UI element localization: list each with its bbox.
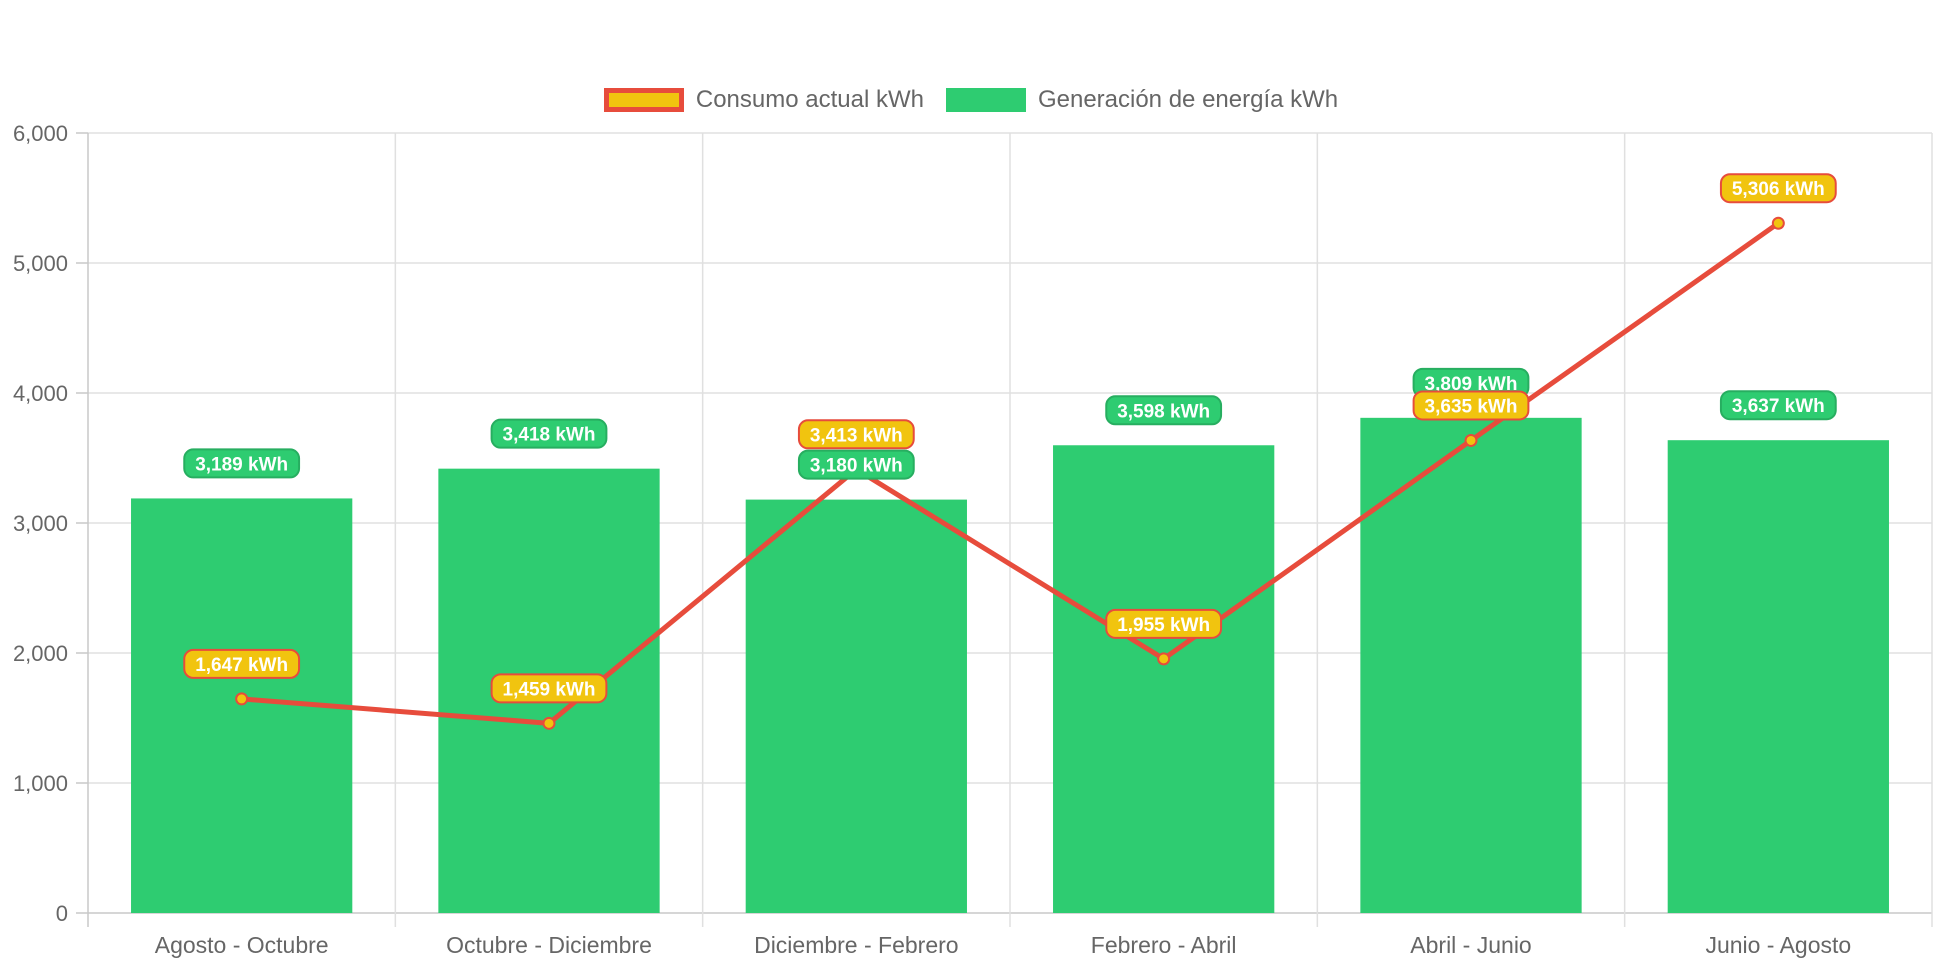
data-label-generacion: 3,637 kWh: [1732, 396, 1825, 417]
x-tick-label: Agosto - Octubre: [155, 932, 329, 958]
data-label-consumo: 1,647 kWh: [195, 655, 288, 676]
y-tick-label: 5,000: [13, 251, 68, 276]
data-label-generacion-bg: [183, 448, 301, 479]
point-consumo: [235, 692, 249, 706]
legend-swatch-consumo: [603, 88, 684, 112]
x-tick-label: Octubre - Diciembre: [446, 932, 652, 958]
data-label-consumo-bg: [490, 673, 608, 704]
bar-generacion: [1667, 440, 1889, 913]
x-tick-label: Febrero - Abril: [1091, 932, 1237, 958]
legend-label-consumo: Consumo actual kWh: [695, 86, 924, 113]
bar-generacion: [1053, 445, 1275, 913]
data-label-consumo: 1,459 kWh: [503, 679, 596, 700]
data-label-consumo: 5,306 kWh: [1732, 179, 1825, 200]
point-consumo: [1771, 216, 1785, 230]
y-tick-label: 4,000: [13, 381, 68, 406]
x-tick-label: Abril - Junio: [1410, 932, 1531, 958]
bar-generacion: [1360, 417, 1582, 913]
data-label-consumo-bg: [1105, 608, 1223, 639]
x-tick-label: Diciembre - Febrero: [754, 932, 959, 958]
data-label-generacion-bg: [797, 449, 915, 480]
point-consumo: [542, 716, 556, 730]
data-label-generacion-bg: [1105, 395, 1223, 426]
point-consumo: [1464, 433, 1478, 447]
data-label-generacion-bg: [490, 418, 608, 449]
data-label-generacion: 3,180 kWh: [810, 456, 903, 477]
data-label-generacion: 3,809 kWh: [1425, 374, 1518, 395]
data-label-consumo-bg: [183, 648, 301, 679]
point-consumo: [1157, 652, 1171, 666]
legend-label-generacion: Generación de energía kWh: [1037, 86, 1339, 113]
y-tick-label: 2,000: [13, 641, 68, 666]
chart-legend: Consumo actual kWh Generación de energía…: [0, 84, 1942, 116]
data-label-consumo: 3,413 kWh: [810, 425, 903, 446]
data-label-consumo-bg: [1412, 390, 1530, 421]
data-label-generacion: 3,598 kWh: [1117, 401, 1210, 422]
y-tick-label: 6,000: [13, 121, 68, 146]
x-tick-label: Junio - Agosto: [1705, 932, 1851, 958]
legend-item-generacion[interactable]: Generación de energía kWh: [945, 86, 1339, 114]
data-label-generacion: 3,418 kWh: [503, 425, 596, 446]
y-tick-label: 3,000: [13, 511, 68, 536]
data-label-consumo-bg: [797, 419, 915, 450]
legend-item-consumo[interactable]: Consumo actual kWh: [603, 86, 924, 114]
y-tick-label: 1,000: [13, 771, 68, 796]
legend-swatch-generacion: [945, 88, 1026, 112]
bar-generacion: [745, 499, 967, 913]
data-label-consumo-bg: [1719, 173, 1837, 204]
data-label-consumo: 1,955 kWh: [1117, 615, 1210, 636]
y-tick-label: 0: [56, 901, 68, 926]
data-label-consumo: 3,635 kWh: [1425, 396, 1518, 417]
data-label-generacion: 3,189 kWh: [195, 454, 288, 475]
data-label-generacion-bg: [1719, 390, 1837, 421]
